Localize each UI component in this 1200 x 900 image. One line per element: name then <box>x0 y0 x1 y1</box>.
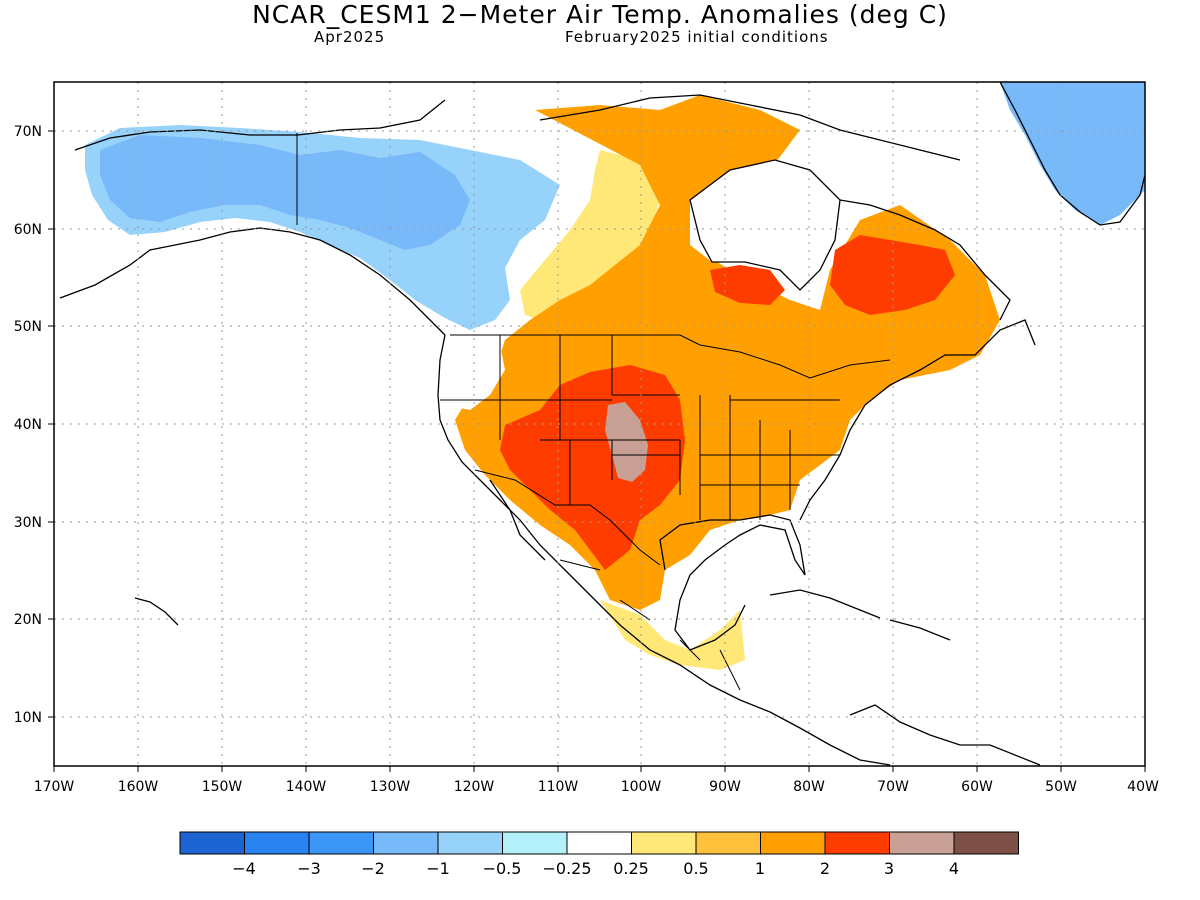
colorbar-swatch <box>695 831 761 855</box>
colorbar-swatch <box>631 831 697 855</box>
colorbar-label: 2 <box>820 859 830 878</box>
colorbar-swatch <box>373 831 439 855</box>
lat-label: 50N <box>14 319 42 335</box>
caribbean-coastline <box>889 619 951 641</box>
colorbar-label: 3 <box>884 859 894 878</box>
colorbar-label: 0.5 <box>683 859 708 878</box>
left-ticks <box>48 130 54 718</box>
us-mexico-border <box>474 469 661 566</box>
lat-label: 20N <box>14 612 42 628</box>
lon-label: 110W <box>538 779 579 795</box>
latitude-labels: 10N 20N 30N 40N 50N 60N 70N <box>14 124 42 726</box>
lon-label: 80W <box>793 779 825 795</box>
political-borders <box>296 133 891 691</box>
region-interior-alaska <box>100 135 470 250</box>
region-pacific-nw-normal <box>435 340 505 410</box>
region-hudson-bay-normal <box>690 160 840 290</box>
lat-label: 40N <box>14 417 42 433</box>
colorbar-swatch <box>308 831 374 855</box>
colorbar-swatch <box>889 831 955 855</box>
alaska-coastline <box>59 227 446 336</box>
greenland-coastline <box>999 82 1145 226</box>
gulf-of-mexico-coastline <box>659 514 806 651</box>
lat-label: 10N <box>14 710 42 726</box>
us-state-lines <box>440 335 840 520</box>
colorbar-labels: −4 −3 −2 −1 −0.5 −0.25 0.25 0.5 1 2 3 4 <box>232 859 959 878</box>
west-coastline <box>437 334 891 766</box>
tick-marks <box>48 130 1146 772</box>
alaska-north-coastline <box>74 99 446 151</box>
mexico-state-lines <box>559 559 741 691</box>
colorbar-swatch <box>760 831 826 855</box>
colorbar-label: 4 <box>949 859 959 878</box>
lon-label: 70W <box>877 779 909 795</box>
lon-label: 40W <box>1127 779 1159 795</box>
lat-label: 70N <box>14 124 42 140</box>
colorbar-label: 0.25 <box>613 859 649 878</box>
region-mexico-yellow <box>600 600 745 670</box>
bottom-ticks <box>53 766 1146 772</box>
lon-label: 170W <box>34 779 75 795</box>
colorbar-label: −4 <box>232 859 256 878</box>
lat-label: 60N <box>14 222 42 238</box>
labrador-coastline <box>839 199 1011 321</box>
colorbar-swatch <box>179 831 245 855</box>
region-colorado-kansas-core <box>605 402 648 482</box>
anomaly-fill-layer <box>85 82 1145 670</box>
lon-label: 130W <box>370 779 411 795</box>
east-coastline <box>799 319 1036 521</box>
gridlines <box>54 82 1145 766</box>
colorbar-swatch <box>824 831 890 855</box>
region-great-plains <box>500 365 685 570</box>
lon-label: 50W <box>1045 779 1077 795</box>
colorbar-label: 1 <box>755 859 765 878</box>
colorbar-swatch <box>566 831 632 855</box>
colorbar-swatch <box>244 831 310 855</box>
lon-label: 150W <box>202 779 243 795</box>
us-canada-border <box>450 334 891 379</box>
colorbar-label: −0.5 <box>483 859 522 878</box>
lat-label: 30N <box>14 515 42 531</box>
coastlines <box>59 82 1145 766</box>
lon-label: 140W <box>286 779 327 795</box>
hudson-bay-coastline <box>689 159 841 291</box>
colorbar-swatch <box>502 831 568 855</box>
region-greenland <box>1000 82 1145 225</box>
colorbar-label: −3 <box>297 859 321 878</box>
colorbar-label: −1 <box>426 859 450 878</box>
colorbar-swatch <box>437 831 503 855</box>
lon-label: 60W <box>961 779 993 795</box>
region-hudson-bay-west <box>710 265 785 305</box>
lon-label: 120W <box>454 779 495 795</box>
south-america-coastline <box>849 704 1041 766</box>
chart-title: NCAR_CESM1 2−Meter Air Temp. Anomalies (… <box>252 0 948 29</box>
cuba-coastline <box>769 589 881 619</box>
arctic-islands-coastline <box>539 94 961 161</box>
colorbar <box>179 831 1019 855</box>
initial-conditions-label: February2025 initial conditions <box>565 28 829 46</box>
lon-label: 160W <box>118 779 159 795</box>
hawaii-coastline <box>134 597 179 626</box>
colorbar-swatch <box>953 831 1019 855</box>
valid-month-label: Apr2025 <box>314 28 386 46</box>
lon-label: 90W <box>709 779 741 795</box>
longitude-labels: 170W 160W 150W 140W 130W 120W 110W 100W … <box>34 779 1159 795</box>
colorbar-label: −0.25 <box>542 859 591 878</box>
baja-coastline <box>489 479 546 561</box>
lon-label: 100W <box>621 779 662 795</box>
colorbar-label: −2 <box>361 859 385 878</box>
